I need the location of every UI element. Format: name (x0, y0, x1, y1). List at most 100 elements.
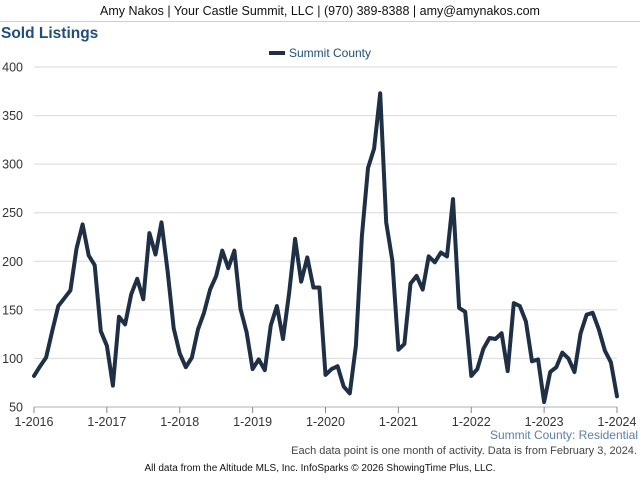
data-point-2017-03 (117, 315, 121, 319)
data-point-2022-01 (469, 374, 473, 378)
y-tick-label-250: 250 (2, 206, 23, 220)
data-point-2023-04 (560, 351, 564, 355)
data-point-2020-09 (372, 147, 376, 151)
data-point-2023-09 (591, 311, 595, 315)
data-point-2016-07 (68, 288, 72, 292)
data-point-2018-06 (208, 288, 212, 292)
data-point-2020-04 (342, 385, 346, 389)
data-point-2022-12 (536, 357, 540, 361)
data-point-2017-05 (129, 292, 133, 296)
data-point-2017-07 (141, 297, 145, 301)
data-point-2019-08 (293, 237, 297, 241)
data-point-2021-10 (451, 197, 455, 201)
y-tick-label-200: 200 (2, 255, 23, 269)
data-point-2023-11 (603, 349, 607, 353)
data-point-2024-01 (615, 394, 619, 398)
data-point-2016-06 (62, 296, 66, 300)
data-point-2020-07 (360, 234, 364, 238)
series-line-summit-county (32, 91, 619, 405)
data-point-2023-12 (609, 360, 613, 364)
y-tick-label-350: 350 (2, 109, 23, 123)
data-point-2023-08 (585, 313, 589, 317)
data-point-2021-03 (409, 282, 413, 286)
data-point-2020-11 (384, 220, 388, 224)
data-point-2017-01 (105, 344, 109, 348)
data-point-2019-03 (263, 368, 267, 372)
x-tick-label-1-2023: 1-2023 (525, 415, 564, 429)
data-point-2023-06 (573, 370, 577, 374)
data-point-2017-02 (111, 384, 115, 388)
data-point-2022-08 (512, 301, 516, 305)
x-tick-label-1-2022: 1-2022 (452, 415, 491, 429)
data-point-2021-12 (463, 310, 467, 314)
data-point-2017-04 (123, 322, 127, 326)
data-point-2021-02 (402, 342, 406, 346)
data-point-2017-06 (135, 277, 139, 281)
data-point-2016-11 (93, 263, 97, 267)
data-point-2016-09 (81, 222, 85, 226)
data-point-2020-08 (366, 166, 370, 170)
data-footnote: Each data point is one month of activity… (291, 445, 637, 457)
chart-title: Sold Listings (1, 25, 99, 42)
data-point-2019-04 (269, 323, 273, 327)
data-point-2023-10 (597, 327, 601, 331)
data-point-2017-12 (172, 326, 176, 330)
y-tick-label-100: 100 (2, 352, 23, 366)
data-point-2019-01 (251, 367, 255, 371)
data-point-2021-11 (457, 306, 461, 310)
data-point-2017-10 (160, 220, 164, 224)
data-point-2019-02 (257, 357, 261, 361)
data-point-2016-05 (56, 304, 60, 308)
data-point-2019-10 (305, 255, 309, 259)
data-point-2019-12 (317, 286, 321, 290)
data-point-2018-05 (202, 311, 206, 315)
data-point-2022-09 (518, 304, 522, 308)
data-point-2016-12 (99, 329, 103, 333)
legend-label-summit-county: Summit County (288, 46, 372, 60)
data-source-footer: All data from the Altitude MLS, Inc. Inf… (144, 463, 496, 474)
x-tick-label-1-2020: 1-2020 (306, 415, 345, 429)
data-point-2018-11 (239, 307, 243, 311)
data-point-2022-06 (500, 331, 504, 335)
data-point-2018-09 (226, 266, 230, 270)
data-point-2019-05 (275, 304, 279, 308)
data-point-2019-11 (311, 286, 315, 290)
x-tick-label-1-2024: 1-2024 (598, 415, 637, 429)
data-point-2018-08 (220, 249, 224, 253)
data-point-2020-12 (390, 258, 394, 262)
data-point-2016-10 (87, 254, 91, 258)
data-point-2018-10 (232, 249, 236, 253)
data-point-2023-05 (566, 356, 570, 360)
data-point-2017-11 (166, 269, 170, 273)
data-point-2023-07 (579, 331, 583, 335)
x-tick-label-1-2017: 1-2017 (87, 415, 126, 429)
y-tick-label-50: 50 (9, 401, 23, 415)
data-point-2018-12 (245, 330, 249, 334)
y-tick-label-400: 400 (2, 61, 23, 75)
data-point-2019-09 (299, 280, 303, 284)
data-point-2022-05 (494, 337, 498, 341)
data-point-2018-01 (178, 352, 182, 356)
data-point-2016-04 (50, 329, 54, 333)
legend-swatch-summit-county (268, 50, 285, 55)
data-point-2018-04 (196, 327, 200, 331)
data-point-2021-05 (421, 288, 425, 292)
x-tick-label-1-2021: 1-2021 (379, 415, 418, 429)
data-point-2017-08 (147, 231, 151, 235)
data-point-2021-09 (445, 254, 449, 258)
agent-contact-header: Amy Nakos | Your Castle Summit, LLC | (9… (0, 0, 640, 22)
data-point-2016-08 (75, 247, 79, 251)
data-point-2022-04 (488, 336, 492, 340)
data-point-2016-01 (32, 374, 36, 378)
data-point-2023-03 (554, 365, 558, 369)
y-tick-label-300: 300 (2, 158, 23, 172)
data-point-2021-01 (396, 348, 400, 352)
data-point-2017-09 (154, 253, 158, 257)
data-point-2018-03 (190, 356, 194, 360)
data-point-2022-03 (481, 347, 485, 351)
data-point-2020-10 (378, 91, 382, 95)
chart-legend[interactable]: Summit County (0, 45, 640, 61)
data-point-2019-06 (281, 337, 285, 341)
